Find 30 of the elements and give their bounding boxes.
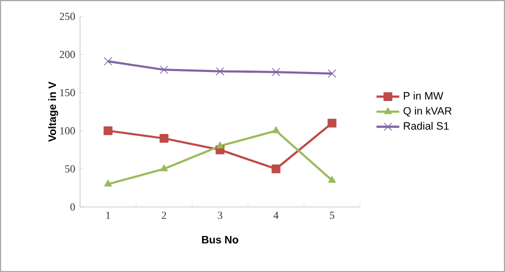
x-tick-label: 3 (218, 212, 222, 219)
point (160, 66, 168, 74)
y-tick-label: 50 (65, 165, 75, 172)
x-axis-title: Bus No (202, 236, 238, 244)
y-tick-label: 150 (60, 89, 75, 96)
y-tick-label: 0 (70, 203, 75, 211)
point (328, 69, 336, 78)
point (104, 57, 112, 66)
point (272, 68, 280, 76)
point (104, 126, 112, 136)
y-tick-label: 100 (60, 127, 75, 134)
y-tick-label: 250 (60, 12, 75, 20)
point (272, 126, 280, 134)
legend-label: P in MW (404, 92, 444, 100)
y-tick-label: 200 (60, 50, 75, 58)
x-tick-label: 2 (162, 212, 166, 219)
point (328, 118, 336, 128)
point (328, 176, 336, 183)
legend-label: Radial S1 (404, 122, 449, 130)
point (216, 142, 224, 148)
y-axis-title: Voltage in V (48, 82, 58, 142)
legend-label: Q in kVAR (404, 106, 452, 117)
point (216, 67, 224, 76)
point (272, 164, 280, 174)
x-tick-label: 4 (274, 212, 278, 219)
point (160, 134, 168, 143)
point (160, 164, 168, 172)
x-tick-label: 1 (106, 212, 110, 219)
point (104, 180, 112, 187)
x-tick-label: 5 (330, 212, 334, 219)
